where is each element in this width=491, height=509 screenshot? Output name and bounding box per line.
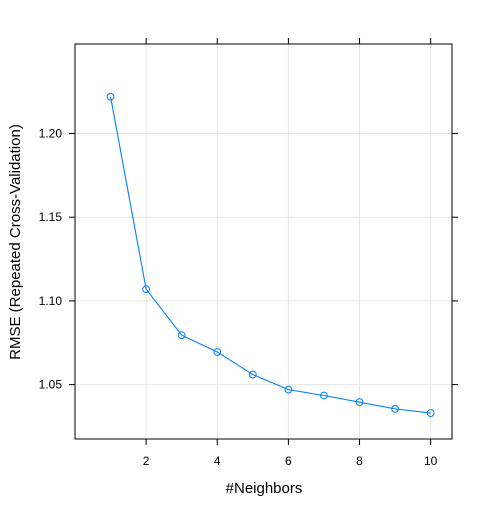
x-tick-label-2: 6 [285,454,292,468]
y-axis-title: RMSE (Repeated Cross-Validation) [7,124,24,360]
grid-lines [75,44,452,439]
y-tick-label-3: 1.20 [39,127,63,141]
data-point-4 [248,370,257,379]
data-point-9 [426,409,435,417]
y-tick-labels: 1.05 1.10 1.15 1.20 [39,127,63,392]
series-line-0 [110,96,431,414]
x-axis-title: #Neighbors [226,480,303,497]
tick-marks [69,38,458,445]
plot-frame [74,43,453,440]
y-tick-label-2: 1.15 [39,210,63,224]
data-point-8 [391,404,399,413]
y-tick-label-0: 1.05 [39,378,63,392]
data-point-0 [106,92,115,101]
y-tick-label-1: 1.10 [39,294,63,308]
data-point-1 [142,285,151,294]
data-point-3 [213,348,222,356]
x-tick-label-0: 2 [143,454,150,468]
data-point-2 [177,331,186,340]
x-tick-label-3: 8 [356,454,363,468]
x-tick-labels: 2 4 6 8 10 [143,454,438,468]
data-point-5 [284,385,293,394]
x-tick-label-4: 10 [424,454,438,468]
x-tick-label-1: 4 [214,454,221,468]
data-point-6 [320,391,328,400]
series-group [106,92,435,417]
data-point-7 [355,398,364,407]
